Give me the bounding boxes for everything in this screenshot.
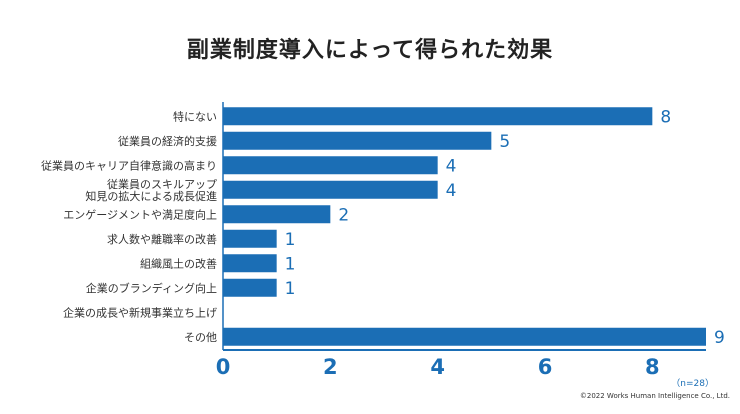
bar	[223, 229, 277, 248]
bar	[223, 278, 277, 297]
value-label: 9	[714, 328, 725, 348]
category-label: 従業員のキャリア自律意識の高まり	[41, 158, 217, 172]
x-tick-label: 6	[538, 355, 553, 379]
x-tick-label: 8	[645, 355, 660, 379]
x-tick-label: 4	[430, 355, 445, 379]
value-label: 8	[660, 107, 671, 127]
bar	[223, 156, 438, 175]
bars-group	[223, 107, 706, 346]
value-label: 4	[446, 181, 457, 201]
bar	[223, 131, 492, 150]
value-label: 5	[499, 132, 510, 152]
value-label: 2	[338, 205, 349, 225]
sample-size-note: （n=28）	[671, 379, 714, 389]
value-label: 4	[446, 156, 457, 176]
value-label: 1	[285, 279, 296, 299]
bar	[223, 205, 331, 224]
value-label: 1	[285, 230, 296, 250]
x-tick-label: 2	[323, 355, 338, 379]
x-tick-label: 0	[216, 355, 231, 379]
category-labels-group: 特にない従業員の経済的支援従業員のキャリア自律意識の高まり従業員のスキルアップ知…	[41, 109, 217, 344]
category-label: 特にない	[173, 109, 217, 123]
category-label: 従業員のスキルアップ知見の拡大による成長促進	[85, 178, 217, 203]
category-label: 求人数や離職率の改善	[107, 232, 217, 246]
bar	[223, 254, 277, 273]
bar	[223, 180, 438, 199]
category-label: 従業員の経済的支援	[118, 134, 217, 148]
bar	[223, 327, 706, 346]
category-label: 企業のブランディング向上	[86, 281, 217, 295]
value-label: 1	[285, 254, 296, 274]
chart-title: 副業制度導入によって得られた効果	[186, 38, 554, 63]
category-label: エンゲージメントや満足度向上	[63, 207, 217, 221]
category-label: 組織風土の改善	[140, 256, 217, 270]
bar	[223, 107, 653, 126]
category-label: その他	[184, 331, 217, 344]
value-labels-group: 8 5 4 4 2 1 1 1 9	[285, 107, 725, 348]
category-label: 企業の成長や新規事業立ち上げ	[63, 305, 217, 319]
x-axis-group: 0 2 4 6 8	[216, 102, 706, 379]
copyright-text: ©2022 Works Human Intelligence Co., Ltd.	[579, 392, 730, 400]
